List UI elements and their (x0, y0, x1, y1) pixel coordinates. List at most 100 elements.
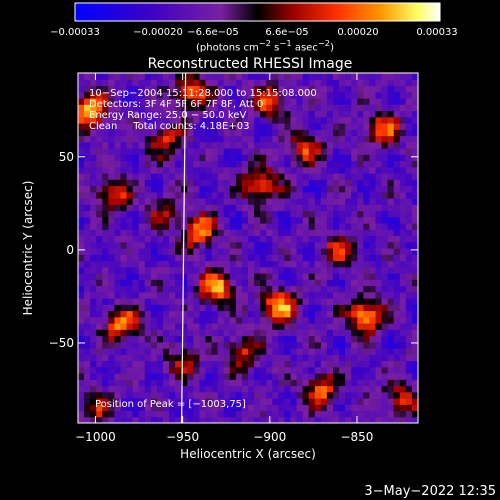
heatmap-cell (266, 266, 273, 274)
heatmap-cell (199, 404, 207, 412)
heatmap-cell (308, 354, 316, 362)
heatmap-cell (357, 266, 364, 274)
heatmap-cell (351, 223, 358, 230)
heatmap-cell (84, 354, 91, 362)
heatmap-cell (339, 166, 346, 174)
heatmap-cell (150, 229, 158, 237)
heatmap-cell (199, 260, 207, 268)
heatmap-cell (78, 323, 85, 330)
heatmap-cell (108, 398, 116, 405)
heatmap-cell (229, 235, 237, 243)
heatmap-cell (399, 141, 407, 149)
heatmap-cell (326, 348, 334, 355)
heatmap-cell (144, 285, 152, 293)
heatmap-cell (138, 329, 146, 337)
heatmap-cell (266, 260, 273, 268)
heatmap-cell (399, 279, 407, 287)
heatmap-cell (241, 385, 249, 393)
heatmap-cell (78, 360, 85, 368)
heatmap-cell (144, 391, 152, 399)
heatmap-cell (296, 316, 304, 324)
heatmap-cell (254, 391, 261, 399)
heatmap-cell (199, 204, 207, 212)
heatmap-cell (187, 235, 194, 243)
heatmap-cell (84, 91, 91, 99)
heatmap-cell (357, 79, 364, 87)
heatmap-cell (150, 348, 158, 355)
heatmap-cell (156, 254, 164, 262)
heatmap-cell (156, 129, 164, 137)
heatmap-cell (114, 416, 122, 423)
heatmap-cell (308, 185, 316, 193)
heatmap-cell (333, 223, 340, 230)
heatmap-cell (84, 254, 91, 262)
heatmap-cell (90, 398, 97, 405)
heatmap-cell (199, 366, 207, 374)
heatmap-cell (223, 416, 231, 423)
heatmap-cell (108, 285, 116, 293)
heatmap-cell (241, 416, 249, 423)
heatmap-cell (138, 385, 146, 393)
heatmap-cell (357, 191, 364, 199)
heatmap-cell (266, 304, 273, 312)
heatmap-cell (369, 73, 377, 80)
heatmap-cell (144, 166, 152, 174)
heatmap-cell (314, 379, 322, 387)
heatmap-cell (333, 129, 340, 137)
heatmap-cell (169, 135, 176, 143)
heatmap-cell (290, 191, 298, 199)
heatmap-cell (363, 191, 371, 199)
heatmap-cell (102, 204, 109, 212)
heatmap-cell (169, 185, 176, 193)
heatmap-cell (284, 329, 292, 337)
heatmap-cell (120, 160, 128, 168)
heatmap-cell (144, 129, 152, 137)
heatmap-cell (223, 104, 231, 112)
heatmap-cell (229, 123, 237, 130)
heatmap-cell (90, 323, 97, 330)
heatmap-cell (351, 279, 358, 287)
heatmap-cell (369, 348, 377, 355)
heatmap-cell (169, 91, 176, 99)
heatmap-cell (193, 223, 201, 230)
heatmap-cell (302, 160, 310, 168)
heatmap-cell (217, 185, 225, 193)
heatmap-cell (333, 116, 340, 124)
heatmap-cell (314, 216, 322, 224)
heatmap-cell (411, 229, 418, 237)
heatmap-cell (284, 316, 292, 324)
heatmap-cell (120, 366, 128, 374)
heatmap-cell (108, 341, 116, 349)
heatmap-cell (333, 91, 340, 99)
heatmap-cell (199, 360, 207, 368)
heatmap-cell (181, 391, 188, 399)
heatmap-cell (114, 398, 122, 405)
heatmap-cell (345, 329, 352, 337)
heatmap-cell (114, 266, 122, 274)
heatmap-cell (90, 235, 97, 243)
heatmap-cell (302, 85, 310, 93)
heatmap-cell (169, 323, 176, 330)
heatmap-cell (260, 304, 267, 312)
heatmap-cell (235, 366, 243, 374)
heatmap-cell (108, 273, 116, 280)
heatmap-cell (181, 410, 188, 418)
heatmap-cell (144, 73, 152, 80)
heatmap-cell (114, 210, 122, 218)
heatmap-cell (138, 354, 146, 362)
heatmap-cell (205, 316, 213, 324)
colorbar-tick-label: −6.6e−05 (187, 27, 239, 38)
heatmap-cell (333, 291, 340, 299)
heatmap-cell (235, 285, 243, 293)
heatmap-cell (296, 254, 304, 262)
heatmap-cell (387, 148, 395, 155)
heatmap-cell (126, 223, 134, 230)
heatmap-cell (369, 391, 377, 399)
heatmap-cell (144, 248, 152, 255)
heatmap-cell (90, 173, 97, 180)
heatmap-cell (296, 304, 304, 312)
heatmap-cell (126, 104, 134, 112)
heatmap-cell (241, 398, 249, 405)
heatmap-cell (96, 285, 103, 293)
heatmap-cell (399, 110, 407, 118)
